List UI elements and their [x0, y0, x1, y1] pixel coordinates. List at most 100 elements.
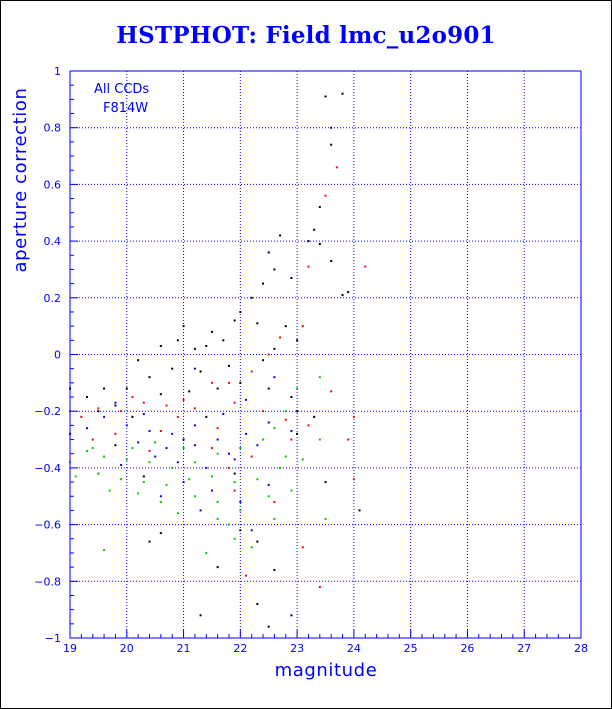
- data-point: [205, 466, 208, 469]
- axis-ticks: [69, 70, 582, 639]
- data-point: [233, 537, 236, 540]
- data-point: [210, 475, 213, 478]
- data-point: [148, 449, 151, 452]
- data-point: [97, 407, 100, 410]
- data-point: [176, 339, 179, 342]
- data-point: [324, 95, 327, 98]
- data-point: [148, 461, 151, 464]
- data-point: [193, 407, 196, 410]
- annotation-all-ccds: All CCDs: [94, 82, 149, 97]
- data-point: [245, 432, 248, 435]
- data-point: [250, 455, 253, 458]
- data-point: [142, 401, 145, 404]
- data-point: [182, 325, 185, 328]
- data-point: [267, 353, 270, 356]
- y-tick-label: −0.2: [34, 405, 61, 418]
- data-point: [262, 410, 265, 413]
- data-point: [86, 449, 89, 452]
- data-point: [137, 359, 140, 362]
- y-tick-label: 0.4: [44, 235, 62, 248]
- data-point: [279, 466, 282, 469]
- data-point: [114, 401, 117, 404]
- data-point: [233, 472, 236, 475]
- data-point: [352, 478, 355, 481]
- data-point: [125, 387, 128, 390]
- data-point: [205, 551, 208, 554]
- data-point: [222, 413, 225, 416]
- data-point: [103, 387, 106, 390]
- data-point: [193, 444, 196, 447]
- data-point: [176, 461, 179, 464]
- data-point: [74, 475, 77, 478]
- data-point: [290, 438, 293, 441]
- data-point: [216, 387, 219, 390]
- data-point: [313, 415, 316, 418]
- data-point: [256, 540, 259, 543]
- x-tick-label: 20: [120, 642, 134, 655]
- data-point: [233, 481, 236, 484]
- data-point: [239, 529, 242, 532]
- data-point: [103, 549, 106, 552]
- data-point: [199, 614, 202, 617]
- data-point: [273, 268, 276, 271]
- x-tick-label: 21: [177, 642, 191, 655]
- data-point: [137, 441, 140, 444]
- data-point: [318, 376, 321, 379]
- data-point: [199, 370, 202, 373]
- annotation-filter: F814W: [103, 101, 148, 116]
- data-point: [267, 495, 270, 498]
- data-point: [279, 234, 282, 237]
- data-point: [159, 430, 162, 433]
- data-point: [171, 466, 174, 469]
- data-point: [273, 347, 276, 350]
- data-point: [256, 322, 259, 325]
- grid: [70, 71, 581, 638]
- data-point: [256, 602, 259, 605]
- data-point: [284, 410, 287, 413]
- data-point: [296, 387, 299, 390]
- data-point: [193, 495, 196, 498]
- data-point: [290, 614, 293, 617]
- data-point: [341, 92, 344, 95]
- data-point: [262, 438, 265, 441]
- data-point: [131, 447, 134, 450]
- data-point: [210, 447, 213, 450]
- data-point: [250, 529, 253, 532]
- y-tick-label: −0.8: [34, 575, 61, 588]
- x-tick-label: 28: [574, 642, 588, 655]
- y-tick-label: −1: [45, 632, 61, 645]
- data-point: [142, 475, 145, 478]
- data-point: [216, 566, 219, 569]
- data-point: [131, 415, 134, 418]
- data-point: [364, 265, 367, 268]
- data-point: [154, 441, 157, 444]
- data-point: [171, 432, 174, 435]
- data-point: [182, 438, 185, 441]
- x-tick-label: 22: [233, 642, 247, 655]
- data-point: [182, 398, 185, 401]
- data-point: [142, 481, 145, 484]
- data-point: [205, 344, 208, 347]
- data-point: [324, 194, 327, 197]
- data-point: [330, 259, 333, 262]
- data-point: [131, 396, 134, 399]
- y-tick-label: 1: [54, 65, 61, 78]
- data-point: [347, 438, 350, 441]
- data-point: [318, 585, 321, 588]
- data-point: [250, 296, 253, 299]
- data-point: [188, 390, 191, 393]
- data-point: [148, 376, 151, 379]
- x-tick-label: 26: [460, 642, 474, 655]
- x-tick-label: 23: [290, 642, 304, 655]
- data-point: [318, 242, 321, 245]
- data-point: [307, 424, 310, 427]
- data-point: [165, 483, 168, 486]
- data-point: [91, 438, 94, 441]
- data-point: [216, 438, 219, 441]
- data-point: [341, 293, 344, 296]
- data-point: [267, 483, 270, 486]
- data-point: [233, 489, 236, 492]
- y-tick-label: −0.6: [34, 519, 61, 532]
- data-point: [296, 432, 299, 435]
